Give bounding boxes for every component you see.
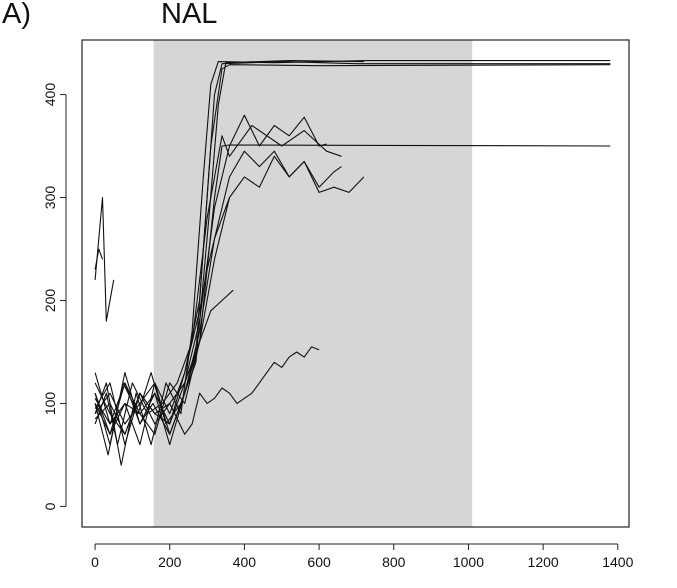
- y-axis: 0 100 200 300 400: [42, 83, 67, 510]
- panel-label: A): [2, 0, 31, 30]
- series-line-13: [94, 196, 115, 322]
- series-line-10: [94, 346, 320, 446]
- plot-frame: [81, 39, 630, 528]
- series-line-6: [94, 150, 365, 446]
- x-tick-label: 0: [91, 554, 99, 570]
- y-tick-label: 300: [42, 186, 58, 210]
- y-tick-label: 100: [42, 392, 58, 416]
- series-line-12: [94, 289, 234, 435]
- series-line-11: [94, 197, 231, 425]
- x-tick-label: 600: [307, 554, 331, 570]
- y-tick-label: 0: [42, 502, 58, 510]
- series-line-2: [94, 60, 611, 466]
- series-line-8: [94, 144, 611, 435]
- x-tick-label: 200: [158, 554, 182, 570]
- series-line-9: [94, 155, 342, 435]
- x-tick-label: 1000: [453, 554, 484, 570]
- chart-title: NAL: [161, 0, 218, 30]
- series-line-14: [94, 248, 104, 270]
- series-lines: [94, 60, 611, 466]
- x-tick-label: 1400: [602, 554, 633, 570]
- series-line-5: [94, 124, 342, 446]
- x-tick-label: 1200: [528, 554, 559, 570]
- y-tick-label: 400: [42, 83, 58, 107]
- x-axis: 0 200 400 600 800 1000 1200 1400: [91, 543, 634, 570]
- shaded-region: [153, 40, 473, 527]
- x-tick-label: 800: [382, 554, 406, 570]
- x-tick-label: 400: [233, 554, 257, 570]
- y-tick-label: 200: [42, 289, 58, 313]
